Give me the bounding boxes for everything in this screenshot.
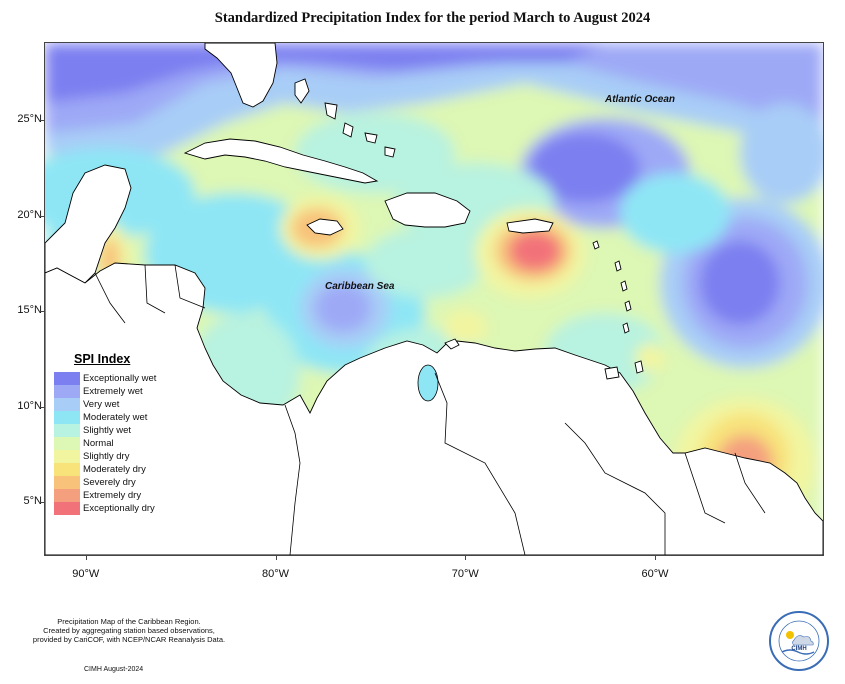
spi-map [44, 42, 824, 556]
logo-text: CIMH [791, 646, 806, 652]
legend-item: Normal [54, 437, 174, 450]
legend-label: Moderately dry [83, 464, 146, 475]
lat-tick-mark [39, 502, 44, 504]
lat-tick-label: 10°N [17, 399, 42, 412]
legend-item: Extremely wet [54, 385, 174, 398]
lon-tick-mark [275, 555, 277, 560]
lon-tick-label: 90°W [72, 568, 100, 580]
footnote-line-3: provided by CariCOF, with NCEP/NCAR Rean… [32, 635, 226, 644]
lake-maracaibo [417, 364, 439, 402]
legend-label: Moderately wet [83, 412, 148, 423]
lon-tick-label: 60°W [641, 568, 669, 580]
cimh-logo: CIMH [769, 611, 829, 671]
legend-swatch [54, 372, 80, 385]
lat-tick-mark [39, 215, 44, 217]
legend-label: Slightly dry [83, 451, 130, 462]
legend-swatch [54, 450, 80, 463]
map-title: Standardized Precipitation Index for the… [214, 10, 651, 26]
spi-legend: SPI Index Exceptionally wet Extremely wet… [54, 352, 174, 515]
legend-label: Very wet [83, 399, 120, 410]
footnote: Precipitation Map of the Caribbean Regio… [14, 617, 244, 644]
legend-swatch [54, 385, 80, 398]
legend-swatch [54, 398, 80, 411]
legend-label: Exceptionally wet [83, 373, 157, 384]
legend-swatch [54, 502, 80, 515]
legend-label: Severely dry [83, 477, 136, 488]
lat-tick-label: 25°N [17, 113, 42, 126]
legend-label: Extremely wet [83, 386, 143, 397]
lat-tick-label: 20°N [17, 208, 42, 221]
legend-label: Slightly wet [83, 425, 132, 436]
lon-tick-mark [465, 555, 467, 560]
lon-tick-mark [655, 555, 656, 560]
legend-swatch [54, 411, 80, 424]
caribbean-sea-label: Caribbean Sea [325, 281, 395, 292]
lat-tick-mark [39, 406, 44, 408]
legend-item: Very wet [54, 398, 174, 411]
footnote-line-2: Created by aggregating station based obs… [43, 626, 215, 635]
lat-tick-mark [39, 311, 44, 313]
legend-swatch [54, 476, 80, 489]
legend-item: Extremely dry [54, 489, 174, 502]
lon-tick-label: 70°W [451, 568, 479, 580]
legend-title: SPI Index [74, 352, 131, 366]
legend-item: Moderately dry [54, 463, 174, 476]
legend-swatch [54, 463, 80, 476]
borders [94, 264, 766, 555]
legend-swatch [54, 424, 80, 437]
lat-tick-label: 5°N [23, 495, 42, 508]
landmasses [45, 43, 823, 555]
atlantic-ocean-label: Atlantic Ocean [605, 94, 676, 105]
credit-text: CIMH August-2024 [84, 666, 144, 673]
legend-swatch [54, 437, 80, 450]
legend-item: Moderately wet [54, 411, 174, 424]
lat-tick-label: 15°N [17, 304, 42, 317]
legend-label: Normal [83, 438, 114, 449]
legend-item: Slightly dry [54, 450, 174, 463]
lat-tick-mark [39, 120, 44, 122]
legend-label: Exceptionally dry [83, 503, 155, 514]
legend-item: Exceptionally dry [54, 502, 174, 515]
legend-item: Exceptionally wet [54, 372, 174, 385]
footnote-line-1: Precipitation Map of the Caribbean Regio… [57, 617, 201, 626]
legend-label: Extremely dry [83, 490, 142, 501]
legend-swatch [54, 489, 80, 502]
legend-items: Exceptionally wet Extremely wet Very wet Mo… [54, 372, 174, 515]
lon-tick-mark [85, 555, 87, 560]
lon-tick-label: 80°W [261, 568, 290, 580]
legend-item: Slightly wet [54, 424, 174, 437]
legend-item: Severely dry [54, 476, 174, 489]
